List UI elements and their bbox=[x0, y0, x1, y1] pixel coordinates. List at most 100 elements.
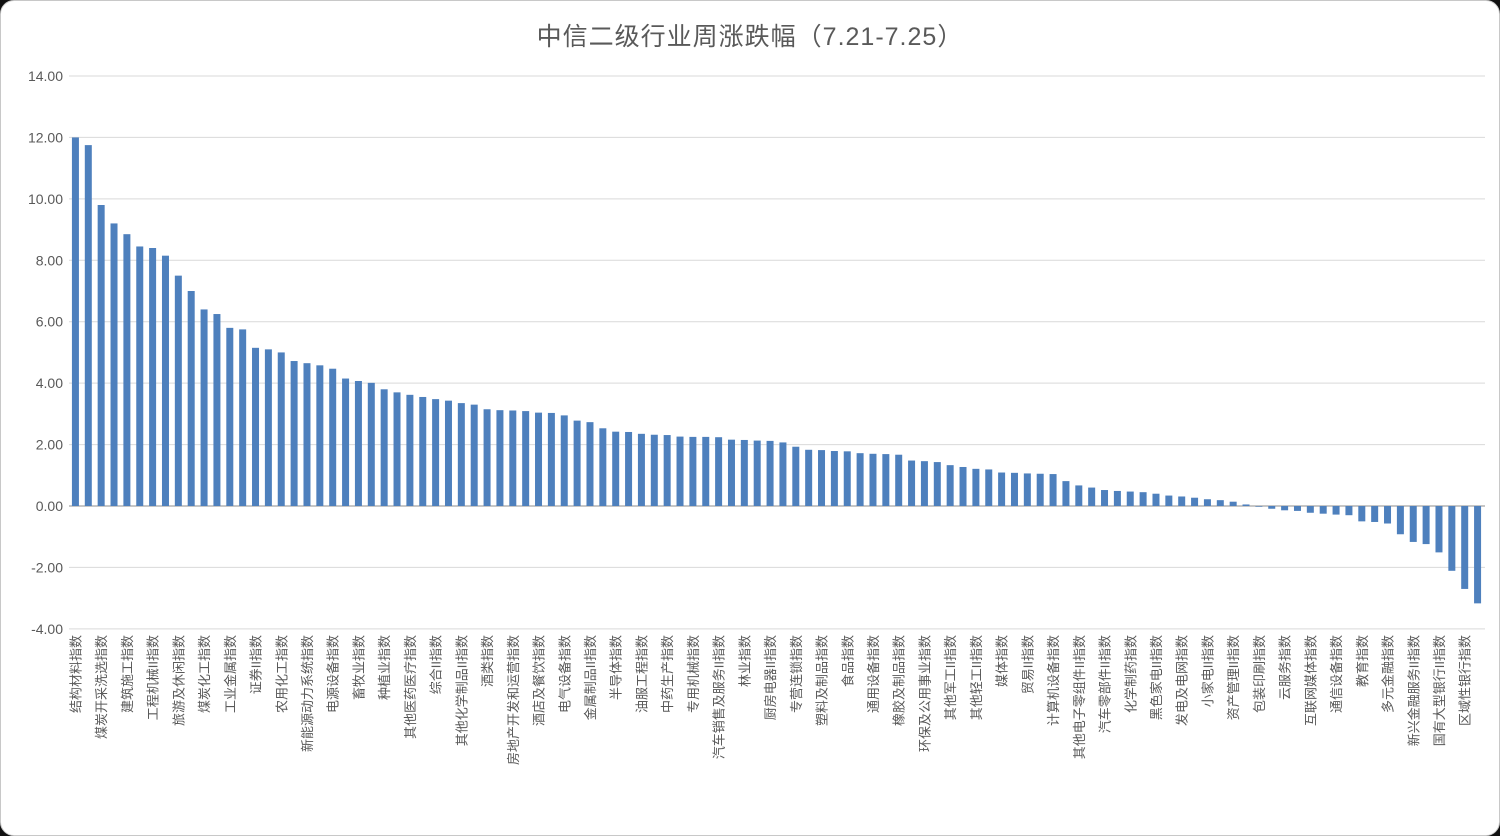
x-axis-category-label: 区域性银行指数 bbox=[1458, 635, 1473, 726]
x-axis-category-label: 旅游及休闲指数 bbox=[171, 635, 186, 726]
bar bbox=[1332, 506, 1340, 515]
x-axis-category-label: 酒店及餐饮指数 bbox=[532, 635, 547, 726]
bar bbox=[123, 234, 131, 506]
bar bbox=[1023, 473, 1031, 506]
bar bbox=[419, 396, 427, 506]
bar bbox=[84, 145, 92, 507]
x-axis-category-label: 资产管理II指数 bbox=[1226, 635, 1241, 720]
y-axis-tick-label: 12.00 bbox=[28, 129, 63, 145]
bar bbox=[1229, 501, 1237, 506]
x-axis-category-label: 发电及电网指数 bbox=[1175, 635, 1190, 726]
bar bbox=[1358, 506, 1366, 522]
bar bbox=[1178, 496, 1186, 506]
x-axis-category-label: 新能源动力系统指数 bbox=[300, 635, 315, 752]
bar bbox=[637, 433, 645, 506]
bar bbox=[1371, 506, 1379, 522]
bar bbox=[342, 378, 350, 506]
bar bbox=[1461, 506, 1469, 589]
x-axis-category-label: 教育指数 bbox=[1355, 635, 1370, 687]
x-axis-category-label: 中药生产指数 bbox=[660, 635, 675, 713]
x-axis-category-label: 电气设备指数 bbox=[557, 635, 572, 713]
bar bbox=[1088, 487, 1096, 506]
bar bbox=[1075, 485, 1083, 506]
bar bbox=[174, 275, 182, 506]
bar bbox=[740, 439, 748, 506]
bar bbox=[136, 246, 144, 506]
x-axis-category-label: 建筑施工指数 bbox=[120, 635, 135, 713]
bar bbox=[753, 440, 761, 506]
x-axis-category-label: 小家电II指数 bbox=[1200, 635, 1215, 707]
x-axis-category-label: 汽车零部件II指数 bbox=[1098, 635, 1113, 733]
bar bbox=[908, 460, 916, 506]
bar bbox=[1435, 506, 1443, 553]
bar bbox=[509, 410, 517, 506]
x-axis-category-label: 计算机设备指数 bbox=[1046, 635, 1061, 726]
bar bbox=[1293, 506, 1301, 511]
bar bbox=[444, 400, 452, 506]
bar bbox=[264, 349, 272, 506]
bar bbox=[161, 255, 169, 506]
x-axis-category-label: 林业指数 bbox=[737, 635, 752, 687]
bar bbox=[895, 454, 903, 506]
bar bbox=[1409, 506, 1417, 542]
bar bbox=[792, 446, 800, 506]
bar bbox=[625, 431, 633, 506]
bar bbox=[1396, 506, 1404, 535]
x-axis-category-label: 新兴金融服务II指数 bbox=[1406, 635, 1421, 746]
bar bbox=[727, 439, 735, 506]
x-axis-category-label: 黑色家电II指数 bbox=[1149, 635, 1164, 720]
bar bbox=[946, 465, 954, 506]
x-axis-category-label: 包装印刷指数 bbox=[1252, 635, 1267, 713]
bar bbox=[406, 394, 414, 506]
bar bbox=[149, 248, 157, 506]
bar bbox=[1384, 506, 1392, 524]
bar bbox=[715, 437, 723, 506]
bar bbox=[483, 409, 491, 506]
x-axis-category-label: 食品指数 bbox=[840, 635, 855, 687]
x-axis-category-label: 半导体指数 bbox=[609, 635, 624, 700]
x-axis-category-label: 其他军工II指数 bbox=[943, 635, 958, 720]
bar bbox=[676, 436, 684, 506]
x-axis-category-label: 油服工程指数 bbox=[634, 635, 649, 713]
bar bbox=[303, 363, 311, 506]
bar bbox=[573, 420, 581, 506]
x-axis-category-label: 农用化工指数 bbox=[274, 635, 289, 713]
bar bbox=[1268, 506, 1276, 509]
chart-title: 中信二级行业周涨跌幅（7.21-7.25） bbox=[536, 23, 964, 51]
bar bbox=[316, 365, 324, 506]
bar bbox=[882, 454, 890, 506]
x-axis-category-label: 多元金融指数 bbox=[1381, 635, 1396, 713]
bar bbox=[985, 469, 993, 506]
bar bbox=[110, 223, 118, 506]
bar bbox=[1062, 481, 1070, 506]
bar bbox=[998, 472, 1006, 506]
y-axis-tick-label: -4.00 bbox=[31, 621, 63, 637]
x-axis-category-label: 煤炭化工指数 bbox=[197, 635, 212, 713]
bar bbox=[1139, 492, 1147, 506]
x-axis-category-label: 其他化学制品II指数 bbox=[454, 635, 469, 746]
bar bbox=[213, 314, 221, 506]
bar bbox=[380, 389, 388, 506]
bar bbox=[1319, 506, 1327, 514]
x-axis-category-label: 酒类指数 bbox=[480, 635, 495, 687]
bar bbox=[830, 451, 838, 506]
y-axis-tick-label: 10.00 bbox=[28, 191, 63, 207]
bar bbox=[1113, 490, 1121, 506]
bar bbox=[586, 422, 594, 506]
y-axis-tick-label: 14.00 bbox=[28, 68, 63, 84]
bar bbox=[367, 382, 375, 506]
x-axis-category-label: 通信设备指数 bbox=[1329, 635, 1344, 713]
bar bbox=[689, 436, 697, 506]
x-axis-category-label: 煤炭开采洗选指数 bbox=[94, 635, 109, 739]
x-axis-category-label: 电源设备指数 bbox=[326, 635, 341, 713]
bar bbox=[252, 347, 260, 506]
bar bbox=[1191, 497, 1199, 506]
bar bbox=[663, 435, 671, 506]
bar bbox=[933, 462, 941, 506]
x-axis-category-label: 综合II指数 bbox=[429, 635, 444, 694]
bar bbox=[1010, 472, 1018, 506]
bar bbox=[522, 411, 530, 506]
x-axis-category-label: 化学制药指数 bbox=[1123, 635, 1138, 713]
bar bbox=[1422, 506, 1430, 545]
